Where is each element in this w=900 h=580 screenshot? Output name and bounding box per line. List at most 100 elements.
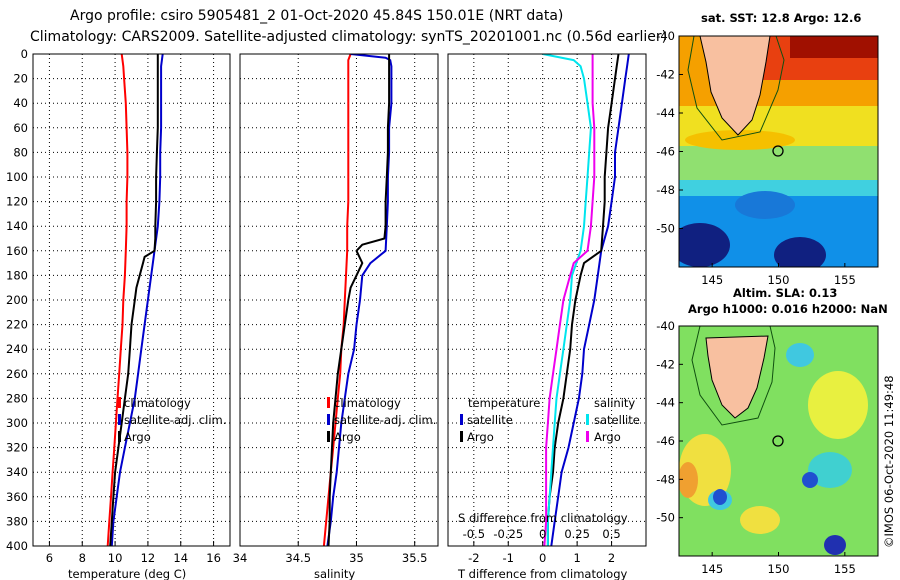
difference-s-xlabel: S difference from climatology bbox=[458, 511, 628, 525]
map-x-tick-label: 150 bbox=[768, 562, 790, 576]
x-tick-label: -1 bbox=[503, 551, 514, 565]
map-y-tick-label: -42 bbox=[656, 68, 675, 82]
sla-blue-eddy-1 bbox=[824, 535, 846, 555]
difference-xticks: -2 -1 0 1 2 bbox=[468, 541, 615, 565]
salinity-grid bbox=[240, 54, 438, 546]
legend-swatch-satellite-s bbox=[327, 414, 330, 425]
depth-tick-label: 80 bbox=[13, 145, 28, 159]
legend-title-salinity: salinity bbox=[594, 396, 635, 410]
depth-tick-label: 400 bbox=[6, 539, 28, 553]
sla-yellow-blob-3 bbox=[740, 506, 780, 534]
series-line-s-argo bbox=[543, 54, 596, 546]
salinity-xticks: 34 34.5 35 35.5 bbox=[233, 541, 428, 565]
series-line-t-argo bbox=[546, 54, 620, 546]
difference-panel: -2 -1 0 1 2 -0.5 -0.25 0 0.25 0.5 S difference f… bbox=[447, 53, 647, 580]
map-x-tick-label: 145 bbox=[701, 273, 723, 287]
sst-coast-outline bbox=[687, 36, 785, 141]
sla-map-yticks: -40 -42 -44 -46 -48 -50 bbox=[656, 319, 683, 525]
depth-tick-label: 100 bbox=[6, 170, 28, 184]
sla-map-xticks: 145 150 155 bbox=[701, 552, 856, 576]
sla-coast-outline bbox=[691, 326, 776, 426]
legend-label-t-argo: Argo bbox=[467, 430, 494, 444]
x-tick-label: 14 bbox=[173, 551, 188, 565]
depth-tick-label: 240 bbox=[6, 342, 28, 356]
temperature-xlabel: temperature (deg C) bbox=[68, 567, 186, 580]
depth-tick-label: 0 bbox=[21, 47, 28, 61]
depth-tick-label: 180 bbox=[6, 268, 28, 282]
figure-title-line1: Argo profile: csiro 5905481_2 01-Oct-202… bbox=[70, 8, 563, 24]
temperature-legend: climatology satellite-adj. clim. Argo bbox=[118, 396, 226, 444]
s-diff-tick-label: 0.25 bbox=[564, 527, 590, 541]
difference-legend: temperature salinity satellite Argo sate… bbox=[460, 396, 640, 444]
legend-label-argo: Argo bbox=[124, 430, 151, 444]
legend-label-climatology-s: climatology bbox=[334, 396, 401, 410]
difference-s-xticks: -0.5 -0.25 0 0.25 0.5 bbox=[463, 527, 621, 541]
series-line-argo bbox=[327, 54, 391, 546]
depth-tick-label: 320 bbox=[6, 441, 28, 455]
depth-tick-label: 340 bbox=[6, 465, 28, 479]
depth-tick-label: 140 bbox=[6, 219, 28, 233]
temperature-xticks: 6 8 10 12 14 16 bbox=[46, 541, 221, 565]
sla-map-field bbox=[679, 326, 878, 556]
sst-map-field bbox=[679, 36, 878, 267]
difference-t-xlabel: T difference from climatology bbox=[457, 567, 628, 580]
sla-land bbox=[705, 335, 769, 419]
salinity-lines bbox=[322, 54, 393, 546]
x-tick-label: 34.5 bbox=[285, 551, 311, 565]
map-y-tick-label: -48 bbox=[656, 183, 675, 197]
sla-cyan-blob-3 bbox=[786, 343, 814, 367]
legend-swatch-climatology-s bbox=[327, 397, 330, 408]
depth-tick-label: 380 bbox=[6, 514, 28, 528]
map-y-tick-label: -50 bbox=[656, 222, 675, 236]
sst-map-yticks: -40 -42 -44 -46 -48 -50 bbox=[656, 29, 683, 236]
sst-argo-marker bbox=[772, 145, 784, 157]
depth-tick-label: 300 bbox=[6, 416, 28, 430]
series-line-satellite-adj-clim- bbox=[326, 54, 393, 546]
legend-label-satellite-s: satellite-adj. clim. bbox=[334, 413, 436, 427]
sla-yellow-blob-2 bbox=[808, 371, 868, 439]
difference-grid bbox=[448, 54, 646, 546]
map-y-tick-label: -46 bbox=[656, 434, 675, 448]
legend-swatch-satellite bbox=[118, 414, 121, 425]
x-tick-label: 8 bbox=[79, 551, 86, 565]
x-tick-label: 34 bbox=[233, 551, 248, 565]
x-tick-label: -2 bbox=[468, 551, 479, 565]
x-tick-label: 2 bbox=[608, 551, 615, 565]
s-diff-tick-label: -0.25 bbox=[493, 527, 523, 541]
salinity-xlabel: salinity bbox=[314, 567, 355, 580]
series-line-s-satellite bbox=[542, 54, 592, 546]
legend-swatch-s-satellite bbox=[586, 414, 589, 425]
legend-label-s-satellite: satellite bbox=[594, 413, 640, 427]
sla-orange-blob bbox=[679, 462, 698, 498]
sst-band-darkred bbox=[790, 36, 878, 58]
map-y-tick-label: -46 bbox=[656, 145, 675, 159]
x-tick-label: 12 bbox=[141, 551, 156, 565]
series-line-satellite-adj-clim- bbox=[110, 54, 164, 546]
sst-map-title: sat. SST: 12.8 Argo: 12.6 bbox=[701, 11, 861, 25]
legend-label-s-argo: Argo bbox=[594, 430, 621, 444]
depth-tick-label: 40 bbox=[13, 96, 28, 110]
sla-map-title-line2: Argo h1000: 0.016 h2000: NaN bbox=[688, 302, 888, 316]
legend-swatch-s-argo bbox=[586, 431, 589, 442]
sst-cold-eddy-east bbox=[774, 237, 826, 267]
depth-tick-label: 120 bbox=[6, 195, 28, 209]
temperature-frame bbox=[32, 53, 231, 547]
depth-tick-label: 260 bbox=[6, 367, 28, 381]
depth-tick-label: 280 bbox=[6, 391, 28, 405]
depth-tick-label: 360 bbox=[6, 490, 28, 504]
map-y-tick-label: -48 bbox=[656, 472, 675, 486]
map-y-tick-label: -44 bbox=[656, 106, 675, 120]
temperature-lines bbox=[106, 54, 164, 546]
depth-tick-label: 20 bbox=[13, 72, 28, 86]
s-diff-tick-label: 0 bbox=[539, 527, 546, 541]
depth-tick-label: 60 bbox=[13, 121, 28, 135]
map-y-tick-label: -40 bbox=[656, 319, 675, 333]
map-x-tick-label: 155 bbox=[834, 273, 856, 287]
legend-swatch-climatology bbox=[118, 397, 121, 408]
legend-label-climatology: climatology bbox=[124, 396, 191, 410]
map-x-tick-label: 150 bbox=[768, 273, 790, 287]
s-diff-tick-label: 0.5 bbox=[602, 527, 620, 541]
x-tick-label: 35.5 bbox=[402, 551, 428, 565]
sst-cold-eddy-west bbox=[679, 223, 730, 267]
